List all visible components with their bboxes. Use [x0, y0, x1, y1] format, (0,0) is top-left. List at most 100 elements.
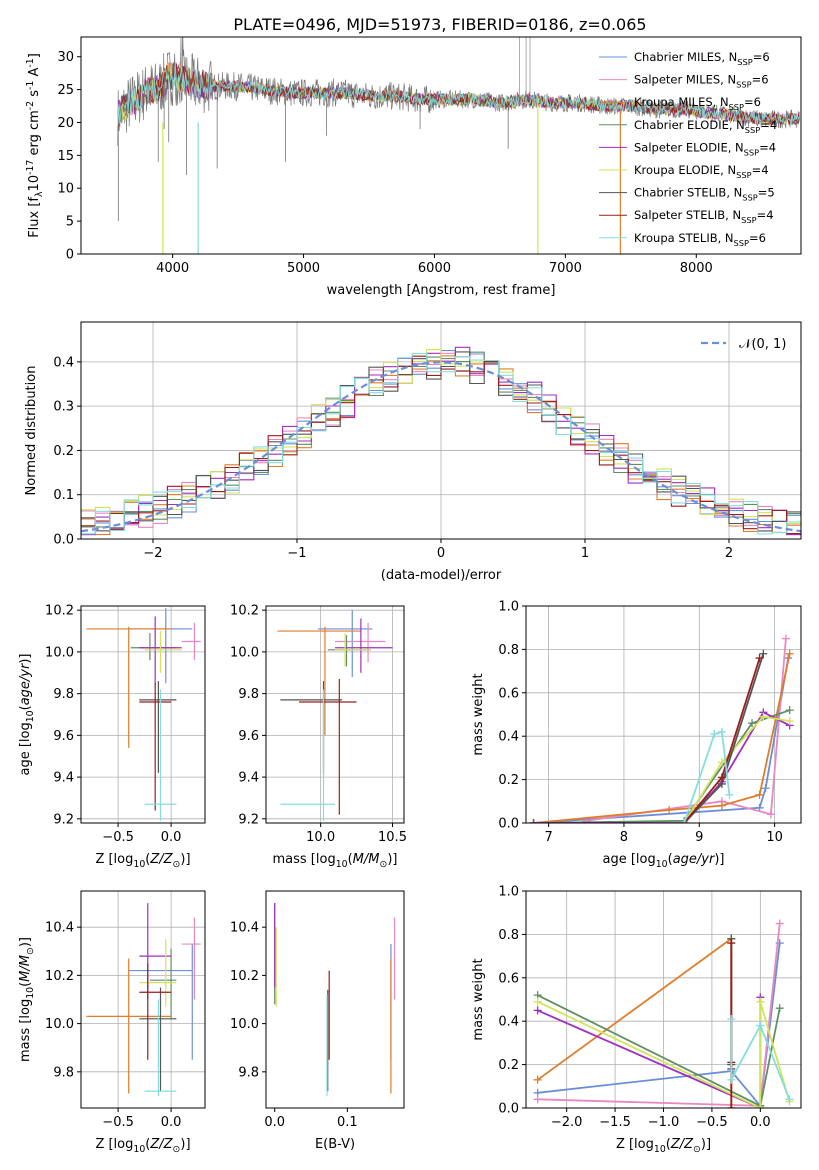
x-axis-label: age [log10(age/yr)]: [602, 852, 724, 870]
y-tick-label: 1.0: [498, 885, 519, 900]
axes-frame: [80, 36, 802, 255]
x-axis-label: mass [log10(M/M⊙)]: [273, 852, 398, 870]
y-axis-label: mass weight: [471, 958, 486, 1040]
y-tick-label: 9.2: [238, 812, 259, 827]
x-axis-label: wavelength [Angstrom, rest frame]: [327, 283, 556, 298]
weight-line: [537, 942, 781, 1108]
axes-frame: [80, 605, 206, 824]
model-spectrum: [117, 62, 800, 131]
error-bar: [86, 626, 172, 748]
error-bar: [299, 679, 357, 815]
y-axis-label: age [log10(age/yr)]: [18, 653, 36, 775]
y-tick-label: 0.6: [498, 686, 519, 701]
y-tick-label: 10: [57, 182, 74, 197]
y-axis-label: mass weight: [471, 673, 486, 755]
x-tick-label: 0.0: [750, 1115, 771, 1130]
error-bar: [327, 635, 371, 667]
x-tick-label: 8: [620, 830, 628, 845]
error-bar: [144, 689, 177, 821]
plot-area: [533, 919, 794, 1108]
weight-line: [586, 638, 787, 822]
weight-marker: [759, 649, 768, 658]
error-bar: [280, 681, 343, 773]
weight-marker: [785, 649, 794, 658]
weight-marker: [756, 1104, 765, 1108]
weight-marker: [766, 810, 775, 819]
legend-label: Salpeter STELIB, NSSP=4: [634, 208, 774, 225]
y-tick-label: 0.1: [53, 488, 74, 503]
legend-label: Chabrier STELIB, NSSP=5: [634, 186, 775, 203]
y-tick-label: 10.0: [45, 1017, 74, 1032]
weight-line: [533, 709, 790, 823]
weight-line: [683, 715, 790, 823]
error-bar: [128, 944, 193, 1060]
y-tick-label: 0.0: [498, 1102, 519, 1117]
weight-marker: [755, 790, 764, 799]
error-bar: [139, 683, 172, 811]
y-tick-label: 10.2: [230, 969, 259, 984]
y-tick-label: 0.2: [498, 1058, 519, 1073]
x-tick-label: −2: [143, 546, 162, 561]
normal-curve: [81, 361, 801, 533]
x-axis-label: Z [log10(Z/Z⊙)]: [95, 1137, 190, 1155]
x-tick-label: 7000: [549, 261, 582, 276]
y-tick-label: 10.0: [45, 645, 74, 660]
legend-label: Salpeter ELODIE, NSSP=4: [634, 140, 776, 157]
legend: Chabrier MILES, NSSP=6 Salpeter MILES, NS…: [599, 50, 777, 248]
error-bar: [130, 633, 177, 661]
error-bar: [139, 939, 177, 1007]
weight-line: [533, 653, 791, 823]
weight-marker: [761, 784, 770, 793]
y-tick-label: 0.8: [498, 928, 519, 943]
y-tick-label: 1.0: [498, 600, 519, 615]
y-tick-label: 10.4: [45, 921, 74, 936]
y-tick-label: 0.2: [53, 444, 74, 459]
weight-line: [683, 730, 731, 823]
weight-marker: [785, 706, 794, 715]
y-tick-label: 10.2: [45, 604, 74, 619]
x-tick-label: 1: [581, 546, 589, 561]
y-tick-label: 20: [57, 116, 74, 131]
y-tick-label: 0.4: [498, 1015, 519, 1030]
error-bar: [335, 618, 393, 673]
x-tick-label: 0: [437, 546, 445, 561]
residual-histogram: [81, 353, 801, 536]
panel-age_vs_Z: −0.5 0.0 9.2 9.4 9.6 9.8 10.0 10.2 Z [log10(Z/Z⊙…: [18, 604, 206, 870]
weight-marker: [710, 730, 719, 739]
y-tick-label: 10.0: [230, 1017, 259, 1032]
weight-marker: [727, 1075, 736, 1084]
legend-label: Chabrier MILES, NSSP=6: [634, 50, 770, 67]
axes-frame: [525, 605, 802, 824]
x-axis-label: E(B-V): [315, 1137, 355, 1152]
panel-age_vs_mass: 10.0 10.5 9.2 9.4 9.6 9.8 10.0 10.2 mass [log10(…: [230, 604, 407, 870]
y-axis-label: Flux [fλ10-17 erg cm-2 s-1 A-1]: [25, 53, 45, 238]
x-tick-label: 4000: [156, 261, 189, 276]
weight-marker: [727, 1104, 736, 1108]
panel-residuals: −2 −1 0 1 2 0.0 0.1 0.2 0.3 0.4 (data-model)/error…: [24, 321, 802, 583]
y-tick-label: 10.4: [230, 921, 259, 936]
x-tick-label: 0.0: [161, 1115, 182, 1130]
weight-marker: [680, 819, 689, 823]
weight-line: [730, 1019, 791, 1100]
x-tick-label: 2: [725, 546, 733, 561]
weight-marker: [727, 939, 736, 948]
y-axis-label: mass [log10(M/M⊙)]: [18, 937, 36, 1062]
error-bar: [181, 622, 201, 661]
y-tick-label: 9.8: [238, 1065, 259, 1080]
x-tick-label: −0.5: [696, 1115, 728, 1130]
y-tick-label: 0.0: [498, 817, 519, 832]
y-tick-label: 10.2: [45, 969, 74, 984]
axes-frame: [265, 605, 405, 824]
legend-label: Kroupa MILES, NSSP=6: [634, 95, 761, 112]
panel-weight_vs_age: 7 8 9 10 0.0 0.2 0.4 0.6 0.8 1.0 age [log10(age/yr…: [471, 600, 802, 870]
axes-frame: [80, 890, 206, 1109]
y-tick-label: 25: [57, 83, 74, 98]
weight-marker: [759, 712, 768, 721]
weight-marker: [775, 919, 784, 928]
weight-marker: [785, 717, 794, 726]
y-tick-label: 9.8: [53, 687, 74, 702]
error-bar: [86, 958, 172, 1094]
legend-label: Chabrier ELODIE, NSSP=4: [634, 118, 777, 135]
panel-spectrum: 4000 5000 6000 7000 8000 0 5 10 15 20 25 30 waveleng…: [25, 36, 802, 298]
